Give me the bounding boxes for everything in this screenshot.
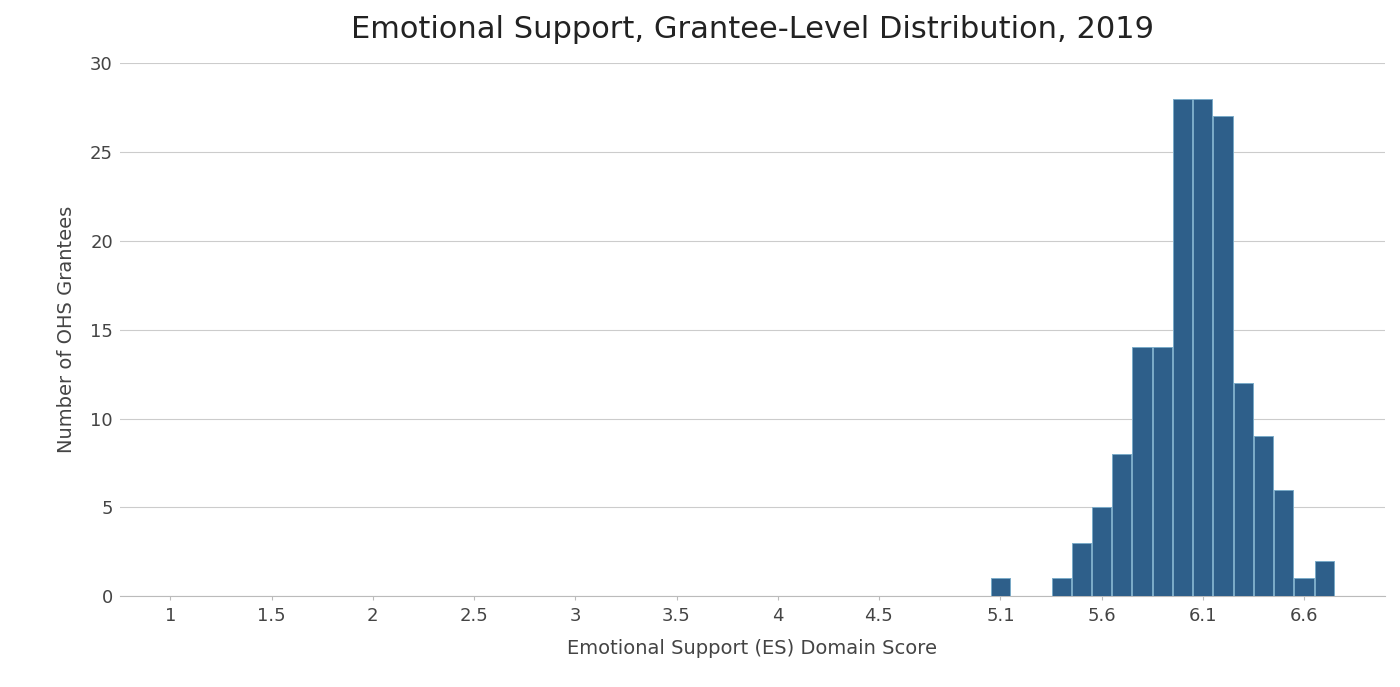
Bar	[1112, 454, 1131, 596]
Bar	[1173, 98, 1193, 596]
Bar	[1051, 578, 1071, 596]
Title: Emotional Support, Grantee-Level Distribution, 2019: Emotional Support, Grantee-Level Distrib…	[351, 15, 1154, 44]
Bar	[1072, 543, 1091, 596]
Bar	[1315, 561, 1334, 596]
Bar	[1254, 436, 1273, 596]
X-axis label: Emotional Support (ES) Domain Score: Emotional Support (ES) Domain Score	[567, 640, 938, 658]
Bar	[1233, 383, 1253, 596]
Bar	[1274, 490, 1294, 596]
Bar	[1133, 348, 1152, 596]
Bar	[1214, 116, 1232, 596]
Bar	[991, 578, 1009, 596]
Bar	[1152, 348, 1172, 596]
Bar	[1295, 578, 1313, 596]
Bar	[1193, 98, 1212, 596]
Bar	[1092, 508, 1112, 596]
Y-axis label: Number of OHS Grantees: Number of OHS Grantees	[57, 206, 76, 453]
